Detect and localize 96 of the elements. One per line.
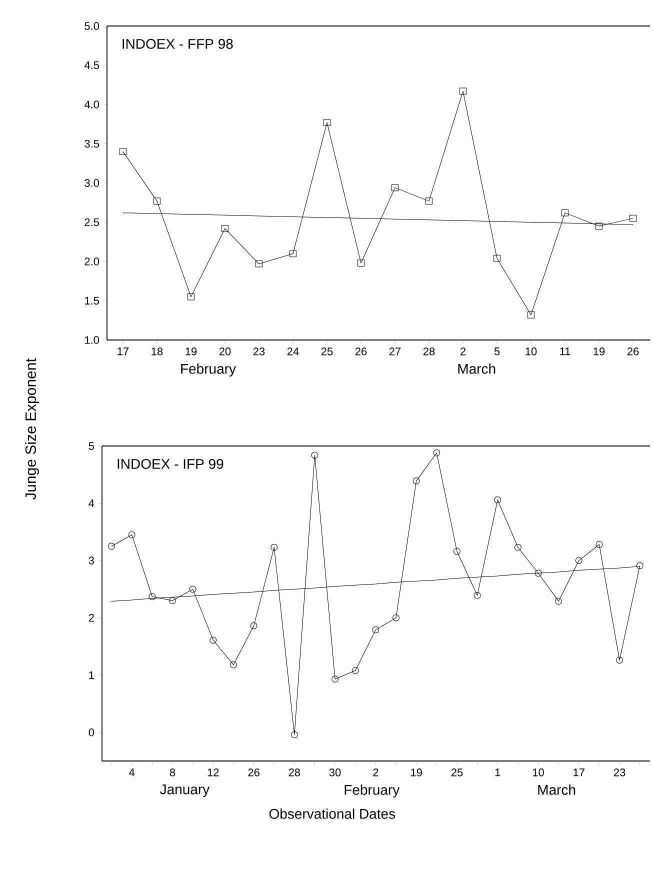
- y-tick-label: 1.0: [85, 336, 100, 344]
- text: March: [538, 784, 576, 795]
- point: [426, 198, 432, 204]
- point: [460, 88, 466, 95]
- x-tick-label: 2: [373, 768, 378, 776]
- x-tick-label: 17: [118, 348, 129, 356]
- point: [120, 148, 126, 156]
- x-tick-label: 20: [219, 348, 231, 356]
- x-tick-label: 11: [560, 348, 570, 356]
- text: February: [181, 364, 236, 377]
- point: [290, 731, 298, 738]
- point: [270, 544, 278, 551]
- point: [230, 661, 237, 668]
- point: [474, 592, 481, 599]
- x-tick-label: 30: [329, 768, 341, 776]
- point: [528, 311, 534, 318]
- x-tick-label: 1: [495, 768, 500, 776]
- x-tick-label: 2: [460, 348, 466, 356]
- x-tick-label: 23: [614, 768, 626, 776]
- point: [616, 656, 623, 664]
- point: [154, 198, 160, 204]
- point: [324, 119, 330, 126]
- point: [454, 548, 460, 555]
- x-tick-label: 23: [253, 348, 265, 356]
- point: [311, 452, 318, 459]
- x-tick-label: 25: [451, 768, 463, 776]
- point: [575, 557, 582, 564]
- point: [392, 184, 398, 192]
- y-tick-label: 3.0: [84, 179, 100, 187]
- y-tick-label: 2.5: [84, 218, 99, 226]
- point: [128, 531, 136, 538]
- text: INDOEX - FFP 98: [122, 38, 233, 49]
- point: [534, 570, 542, 577]
- point: [630, 214, 636, 222]
- x-tick-label: 5: [494, 348, 500, 356]
- point: [433, 449, 440, 456]
- text: January: [160, 784, 210, 798]
- point: [412, 477, 420, 484]
- y-tick-label: 4: [88, 499, 94, 508]
- y-tick-label: 2.0: [84, 258, 100, 266]
- x-axis-title: Observational Dates: [269, 808, 396, 819]
- point: [256, 260, 262, 268]
- point: [148, 593, 156, 600]
- x-tick-label: 25: [321, 348, 333, 356]
- point: [188, 293, 194, 300]
- point: [555, 598, 562, 605]
- y-tick-label: 5.0: [84, 22, 100, 30]
- x-tick-label: 19: [594, 348, 605, 356]
- point: [169, 597, 176, 604]
- y-tick-label: 2: [88, 614, 94, 622]
- y-tick-label: 4.0: [84, 100, 100, 108]
- point: [514, 544, 522, 551]
- x-tick-label: 10: [532, 768, 544, 776]
- point: [210, 636, 217, 644]
- x-tick-label: 4: [129, 768, 135, 776]
- y-tick-label: 5: [88, 442, 94, 450]
- text: INDOEX - IFP 99: [118, 458, 224, 469]
- point: [494, 254, 500, 262]
- x-tick-label: 19: [411, 768, 422, 776]
- x-tick-label: 26: [248, 768, 260, 776]
- x-tick-label: 26: [627, 348, 639, 356]
- y-tick-label: 0: [88, 728, 94, 736]
- y-tick-label: 1: [89, 671, 94, 679]
- y-tick-label: 3: [88, 556, 94, 564]
- point: [596, 541, 603, 548]
- x-tick-label: 8: [170, 768, 176, 776]
- x-tick-label: 10: [526, 348, 537, 356]
- point: [189, 586, 196, 593]
- text: February: [344, 784, 400, 798]
- point: [392, 614, 400, 622]
- point: [358, 260, 364, 267]
- y-tick-label: 3.5: [84, 140, 99, 148]
- y-tick-label: 1.5: [85, 296, 99, 305]
- x-tick-label: 17: [574, 768, 584, 776]
- point: [636, 562, 644, 570]
- x-tick-label: 18: [152, 348, 163, 356]
- x-tick-label: 19: [186, 348, 197, 356]
- text: March: [458, 364, 496, 374]
- x-tick-label: 12: [208, 768, 219, 776]
- y-tick-label: 4.5: [84, 61, 99, 70]
- x-tick-label: 24: [287, 348, 299, 356]
- point: [332, 676, 339, 683]
- point: [562, 209, 568, 216]
- point: [372, 626, 380, 634]
- point: [222, 225, 228, 232]
- point: [352, 667, 359, 674]
- x-tick-label: 28: [423, 348, 435, 356]
- point: [250, 622, 258, 630]
- x-tick-label: 26: [355, 348, 367, 356]
- point: [290, 250, 296, 258]
- point: [596, 222, 602, 230]
- y-axis-title: Junge Size Exponent: [25, 358, 39, 500]
- x-tick-label: 27: [389, 348, 401, 356]
- point: [108, 542, 116, 550]
- x-tick-label: 28: [288, 768, 300, 776]
- point: [494, 496, 502, 504]
